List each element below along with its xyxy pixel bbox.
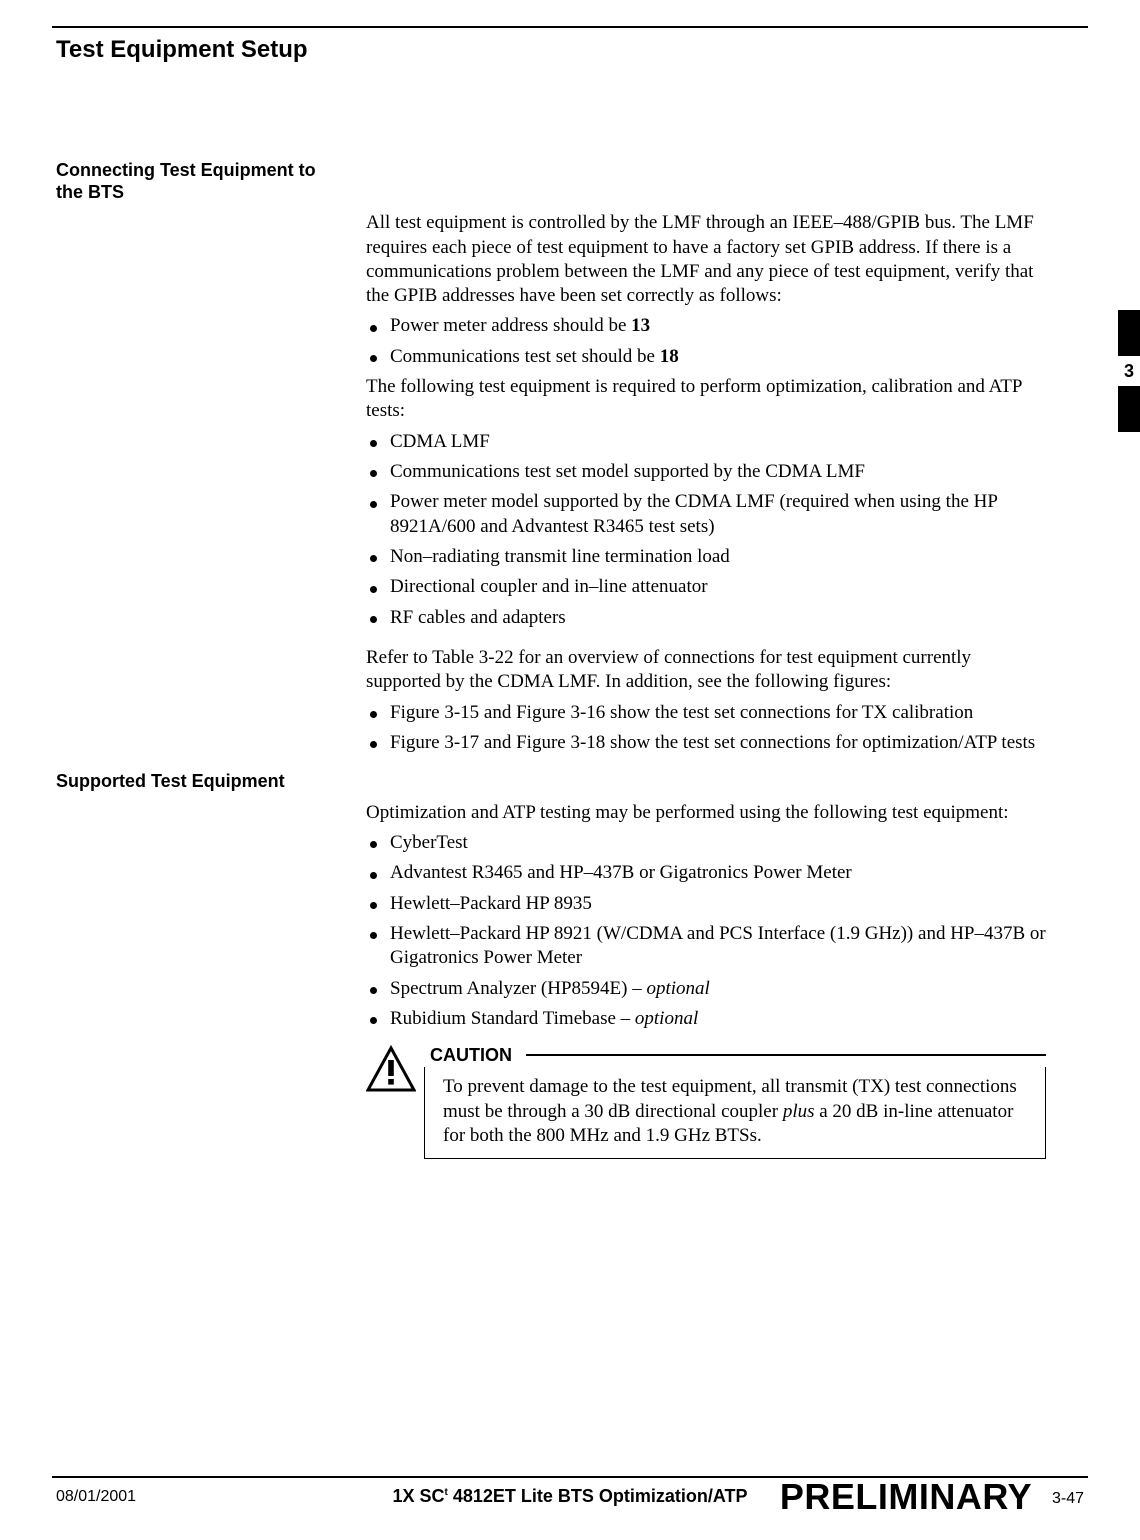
caution-callout: CAUTION To prevent damage to the test eq…: [366, 1045, 1046, 1159]
list-item: RF cables and adapters: [366, 606, 1046, 630]
para-refer-table: Refer to Table 3-22 for an overview of c…: [366, 646, 1046, 695]
footer-page-number: 3-47: [1052, 1490, 1084, 1508]
list-item: CyberTest: [366, 831, 1046, 855]
caution-icon: [366, 1045, 416, 1095]
side-index-tabs: 3: [1118, 310, 1140, 432]
section-content-connecting: All test equipment is controlled by the …: [366, 211, 1046, 755]
caution-text: To prevent damage to the test equipment,…: [424, 1067, 1046, 1159]
caution-text-em: plus: [783, 1101, 815, 1122]
bullet-text: Hewlett–Packard HP 8935: [390, 893, 592, 914]
list-item: Figure 3-15 and Figure 3-16 show the tes…: [366, 701, 1046, 725]
page-footer: 08/01/2001 1X SCt 4812ET Lite BTS Optimi…: [52, 1476, 1088, 1524]
bullet-text: Power meter address should be: [390, 315, 631, 336]
bullet-text: Communications test set should be: [390, 346, 660, 367]
footer-center-pre: 1X SC: [392, 1486, 444, 1506]
para-intro-gpib: All test equipment is controlled by the …: [366, 211, 1046, 308]
list-item: Non–radiating transmit line termination …: [366, 545, 1046, 569]
bullet-text: RF cables and adapters: [390, 607, 566, 628]
list-item: Figure 3-17 and Figure 3-18 show the tes…: [366, 731, 1046, 755]
caution-label: CAUTION: [430, 1044, 526, 1067]
section-heading-connecting: Connecting Test Equipment to the BTS: [56, 160, 356, 203]
bullet-em: optional: [646, 978, 709, 999]
bullet-text: Rubidium Standard Timebase –: [390, 1008, 635, 1029]
bullet-text: CyberTest: [390, 832, 468, 853]
bullet-text: Spectrum Analyzer (HP8594E) –: [390, 978, 646, 999]
bullet-text: Hewlett–Packard HP 8921 (W/CDMA and PCS …: [390, 923, 1046, 968]
list-item: Hewlett–Packard HP 8921 (W/CDMA and PCS …: [366, 922, 1046, 971]
bullet-text: Figure 3-17 and Figure 3-18 show the tes…: [390, 732, 1035, 753]
list-item: Power meter address should be 13: [366, 314, 1046, 338]
section-content-supported: Optimization and ATP testing may be perf…: [366, 801, 1046, 1159]
side-tab-number: 3: [1118, 356, 1140, 386]
bullet-bold: 18: [660, 346, 679, 367]
footer-center-post: 4812ET Lite BTS Optimization/ATP: [448, 1486, 748, 1506]
bullet-text: Non–radiating transmit line termination …: [390, 546, 730, 567]
list-item: CDMA LMF: [366, 430, 1046, 454]
para-supported-intro: Optimization and ATP testing may be perf…: [366, 801, 1046, 825]
section-heading-line2: the BTS: [56, 182, 124, 202]
side-tab-upper: [1118, 310, 1140, 356]
list-item: Communications test set should be 18: [366, 345, 1046, 369]
top-rule: [52, 26, 1088, 28]
list-item: Spectrum Analyzer (HP8594E) – optional: [366, 977, 1046, 1001]
list-item: Directional coupler and in–line attenuat…: [366, 575, 1046, 599]
list-item: Communications test set model supported …: [366, 460, 1046, 484]
bullet-em: optional: [635, 1008, 698, 1029]
list-item: Rubidium Standard Timebase – optional: [366, 1007, 1046, 1031]
caution-header-rule: [526, 1054, 1046, 1056]
bullet-text: Directional coupler and in–line attenuat…: [390, 576, 708, 597]
bullet-text: Advantest R3465 and HP–437B or Gigatroni…: [390, 862, 852, 883]
para-required-equipment: The following test equipment is required…: [366, 375, 1046, 424]
side-tab-lower: [1118, 386, 1140, 432]
list-item: Advantest R3465 and HP–437B or Gigatroni…: [366, 861, 1046, 885]
footer-preliminary: PRELIMINARY: [780, 1476, 1032, 1518]
page-title: Test Equipment Setup: [56, 36, 308, 64]
list-item: Power meter model supported by the CDMA …: [366, 490, 1046, 539]
bullet-text: Power meter model supported by the CDMA …: [390, 491, 997, 536]
bullet-text: CDMA LMF: [390, 431, 490, 452]
list-item: Hewlett–Packard HP 8935: [366, 892, 1046, 916]
bullet-text: Figure 3-15 and Figure 3-16 show the tes…: [390, 702, 973, 723]
section-heading-line1: Connecting Test Equipment to: [56, 160, 316, 180]
bullet-text: Communications test set model supported …: [390, 461, 865, 482]
section-heading-supported: Supported Test Equipment: [56, 771, 356, 793]
bullet-bold: 13: [631, 315, 650, 336]
